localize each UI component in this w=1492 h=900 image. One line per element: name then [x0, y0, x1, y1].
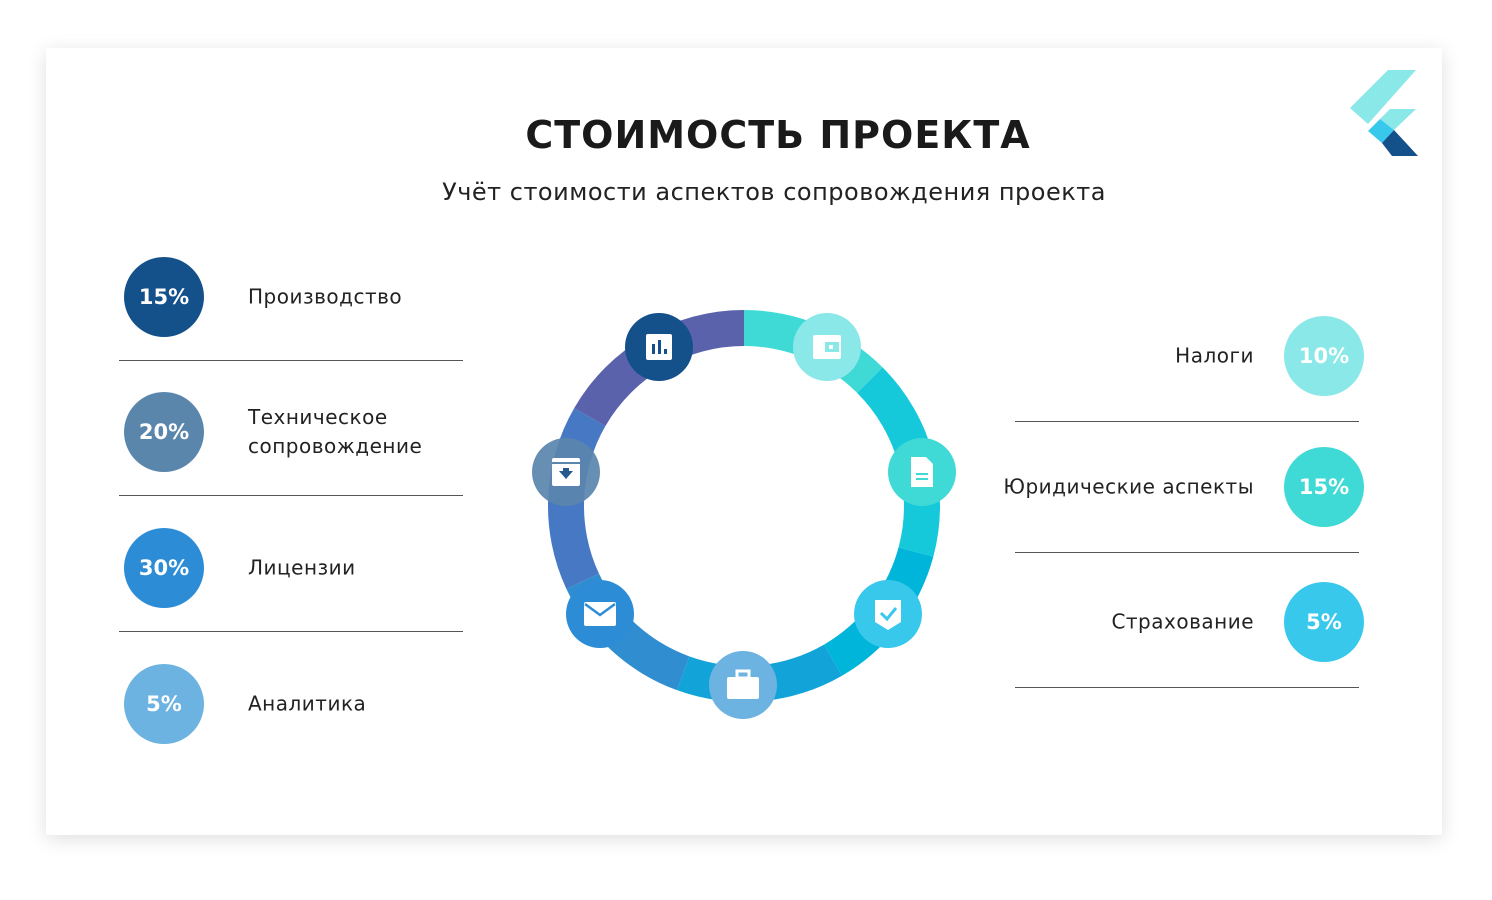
percent-badge: 15% — [124, 257, 204, 337]
cost-label: Лицензии — [248, 555, 356, 580]
cost-item-right: 15% Юридические аспекты — [1003, 447, 1364, 527]
cost-label: Страхование — [1111, 609, 1254, 634]
percent-badge: 5% — [1284, 582, 1364, 662]
cost-label: Налоги — [1175, 343, 1254, 368]
page-title: СТОИМОСТЬ ПРОЕКТА — [525, 113, 1031, 157]
cost-label: Юридические аспекты — [1003, 474, 1254, 499]
divider — [119, 631, 463, 632]
divider — [1015, 552, 1359, 553]
mail-icon — [566, 580, 634, 648]
bar-chart-icon — [625, 313, 693, 381]
divider — [119, 360, 463, 361]
document-icon — [888, 438, 956, 506]
archive-download-icon — [532, 438, 600, 506]
page-subtitle: Учёт стоимости аспектов сопровождения пр… — [442, 178, 1106, 206]
percent-badge: 5% — [124, 664, 204, 744]
percent-badge: 15% — [1284, 447, 1364, 527]
cost-item-left: 30% Лицензии — [124, 528, 464, 608]
divider — [119, 495, 463, 496]
cost-item-left: 20% Техническое сопровождение — [124, 392, 464, 472]
cost-item-right: 10% Налоги — [1014, 316, 1364, 396]
cost-item-left: 5% Аналитика — [124, 664, 464, 744]
wallet-icon — [793, 313, 861, 381]
cost-label: Аналитика — [248, 691, 367, 716]
briefcase-icon — [709, 651, 777, 719]
divider — [1015, 687, 1359, 688]
cost-label: Производство — [248, 284, 403, 309]
percent-badge: 10% — [1284, 316, 1364, 396]
percent-badge: 30% — [124, 528, 204, 608]
cost-item-right: 5% Страхование — [1014, 582, 1364, 662]
percent-badge: 20% — [124, 392, 204, 472]
divider — [1015, 421, 1359, 422]
cost-item-left: 15% Производство — [124, 257, 464, 337]
shield-check-icon — [854, 580, 922, 648]
cost-label: Техническое сопровождение — [248, 405, 423, 458]
